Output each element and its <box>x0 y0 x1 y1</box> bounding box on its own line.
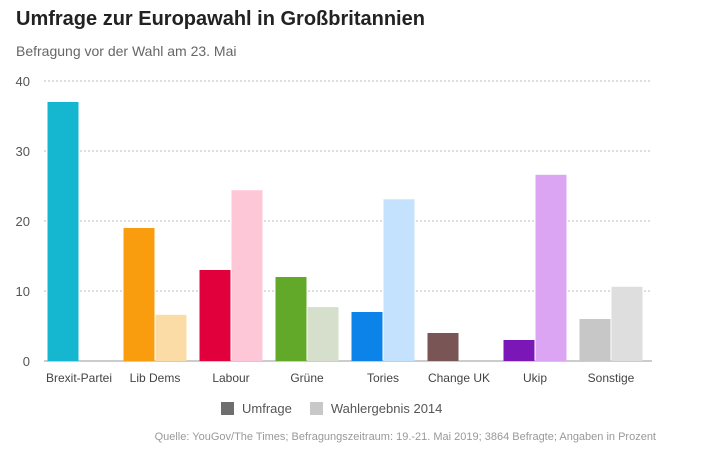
y-tick-label: 10 <box>16 284 30 299</box>
bar-umfrage <box>123 228 155 361</box>
legend-item-wahlergebnis: Wahlergebnis 2014 <box>309 401 443 416</box>
x-tick-label: Grüne <box>290 371 324 385</box>
bar-umfrage <box>503 340 535 361</box>
bar-wahlergebnis-2014 <box>535 174 567 361</box>
legend-swatch-umfrage <box>221 402 234 415</box>
bar-umfrage <box>275 277 307 361</box>
bar-umfrage <box>579 319 611 361</box>
bar-umfrage <box>47 102 79 361</box>
legend-label-wahlergebnis: Wahlergebnis 2014 <box>330 401 443 416</box>
chart-title: Umfrage zur Europawahl in Großbritannien <box>16 8 425 30</box>
y-tick-label: 30 <box>16 144 30 159</box>
legend: Umfrage Wahlergebnis 2014 <box>221 401 460 416</box>
bar-wahlergebnis-2014 <box>383 199 415 361</box>
y-tick-label: 0 <box>23 354 30 369</box>
bar-wahlergebnis-2014 <box>231 190 263 361</box>
y-tick-label: 40 <box>16 74 30 89</box>
bar-wahlergebnis-2014 <box>307 307 339 361</box>
x-tick-label: Change UK <box>428 371 490 385</box>
legend-swatch-wahlergebnis <box>309 402 323 415</box>
legend-item-umfrage: Umfrage <box>221 401 292 416</box>
source-note: Quelle: YouGov/The Times; Befragungszeit… <box>154 431 656 443</box>
bar-wahlergebnis-2014 <box>611 286 643 361</box>
bar-umfrage <box>199 270 231 361</box>
bar-umfrage <box>427 333 459 361</box>
x-tick-label: Sonstige <box>588 371 635 385</box>
bar-wahlergebnis-2014 <box>155 314 187 361</box>
x-tick-label: Tories <box>367 371 399 385</box>
x-tick-label: Brexit-Partei <box>46 371 112 385</box>
legend-label-umfrage: Umfrage <box>242 401 292 416</box>
bar-chart: 0 10 20 30 40 Brexit-Partei Lib Dems Labour Grün… <box>16 74 652 385</box>
y-tick-label: 20 <box>16 214 30 229</box>
bar-umfrage <box>351 312 383 361</box>
x-tick-label: Labour <box>212 371 249 385</box>
x-tick-label: Lib Dems <box>130 371 181 385</box>
x-tick-label: Ukip <box>523 371 547 385</box>
chart-subtitle: Befragung vor der Wahl am 23. Mai <box>16 43 237 59</box>
